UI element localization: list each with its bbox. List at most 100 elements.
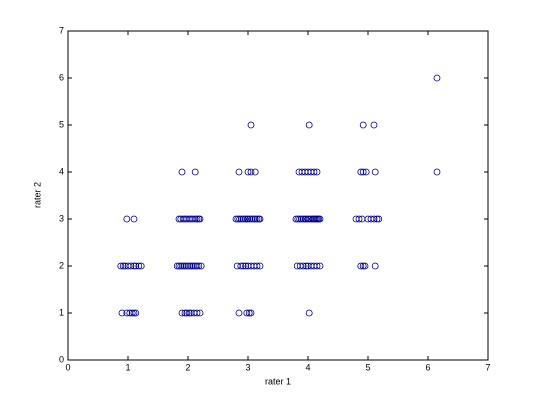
point [193,215,201,223]
x-tick-label: 2 [185,362,190,372]
point [175,262,183,270]
x-tick-label: 0 [65,362,70,372]
point [135,262,143,270]
point [123,309,131,317]
point [132,262,140,270]
point [357,262,365,270]
point [294,215,302,223]
point [359,168,367,176]
point [316,262,324,270]
point [316,215,324,223]
y-tick-label: 0 [59,354,64,364]
point [251,215,259,223]
point [248,215,256,223]
y-tick-label: 7 [59,25,64,35]
y-tick-label: 2 [59,260,64,270]
point [299,262,307,270]
point [130,262,138,270]
point [119,262,127,270]
point [359,262,367,270]
point [189,262,197,270]
y-tick-label: 4 [59,166,64,176]
point [302,262,310,270]
point [313,168,321,176]
point [182,262,190,270]
point [361,262,369,270]
point [237,215,245,223]
point [371,262,379,270]
point [178,168,186,176]
point [123,215,131,223]
point [196,309,204,317]
point [313,262,321,270]
point [245,309,253,317]
x-axis-label: rater 1 [265,376,291,386]
point [375,215,383,223]
point [128,309,136,317]
point [355,215,363,223]
point [253,215,261,223]
point [197,262,205,270]
point [196,215,204,223]
point [302,215,310,223]
point [305,309,313,317]
point [359,121,367,129]
point [244,215,252,223]
point [186,262,194,270]
point [371,168,379,176]
point [247,121,255,129]
point [244,168,252,176]
point [256,262,264,270]
x-tick-label: 7 [485,362,490,372]
point [373,215,381,223]
point [256,215,264,223]
point [239,262,247,270]
point [191,215,199,223]
point [236,215,244,223]
point [246,215,254,223]
point [357,168,365,176]
point [191,168,199,176]
point [195,262,203,270]
point [235,168,243,176]
point [127,262,135,270]
x-tick-label: 6 [425,362,430,372]
point [193,262,201,270]
point [232,215,240,223]
point [132,309,140,317]
point [239,215,247,223]
point [118,309,126,317]
point [117,262,125,270]
point [362,168,370,176]
point [237,262,245,270]
x-tick-label: 5 [365,362,370,372]
point [242,262,250,270]
point [305,121,313,129]
point [177,262,185,270]
point [234,215,242,223]
point [130,215,138,223]
point [243,309,251,317]
point [310,168,318,176]
point [173,262,181,270]
y-axis-label: rater 2 [32,182,42,208]
x-tick-label: 3 [245,362,250,372]
point [251,168,259,176]
point [137,262,145,270]
point [253,262,261,270]
point [297,215,305,223]
point [370,121,378,129]
point [183,309,191,317]
point [130,309,138,317]
point [433,168,441,176]
point [235,309,243,317]
point [178,309,186,317]
point [179,262,187,270]
y-tick-label: 6 [59,72,64,82]
point [184,262,192,270]
point [292,215,300,223]
point [296,215,304,223]
point [241,215,249,223]
point [185,309,193,317]
